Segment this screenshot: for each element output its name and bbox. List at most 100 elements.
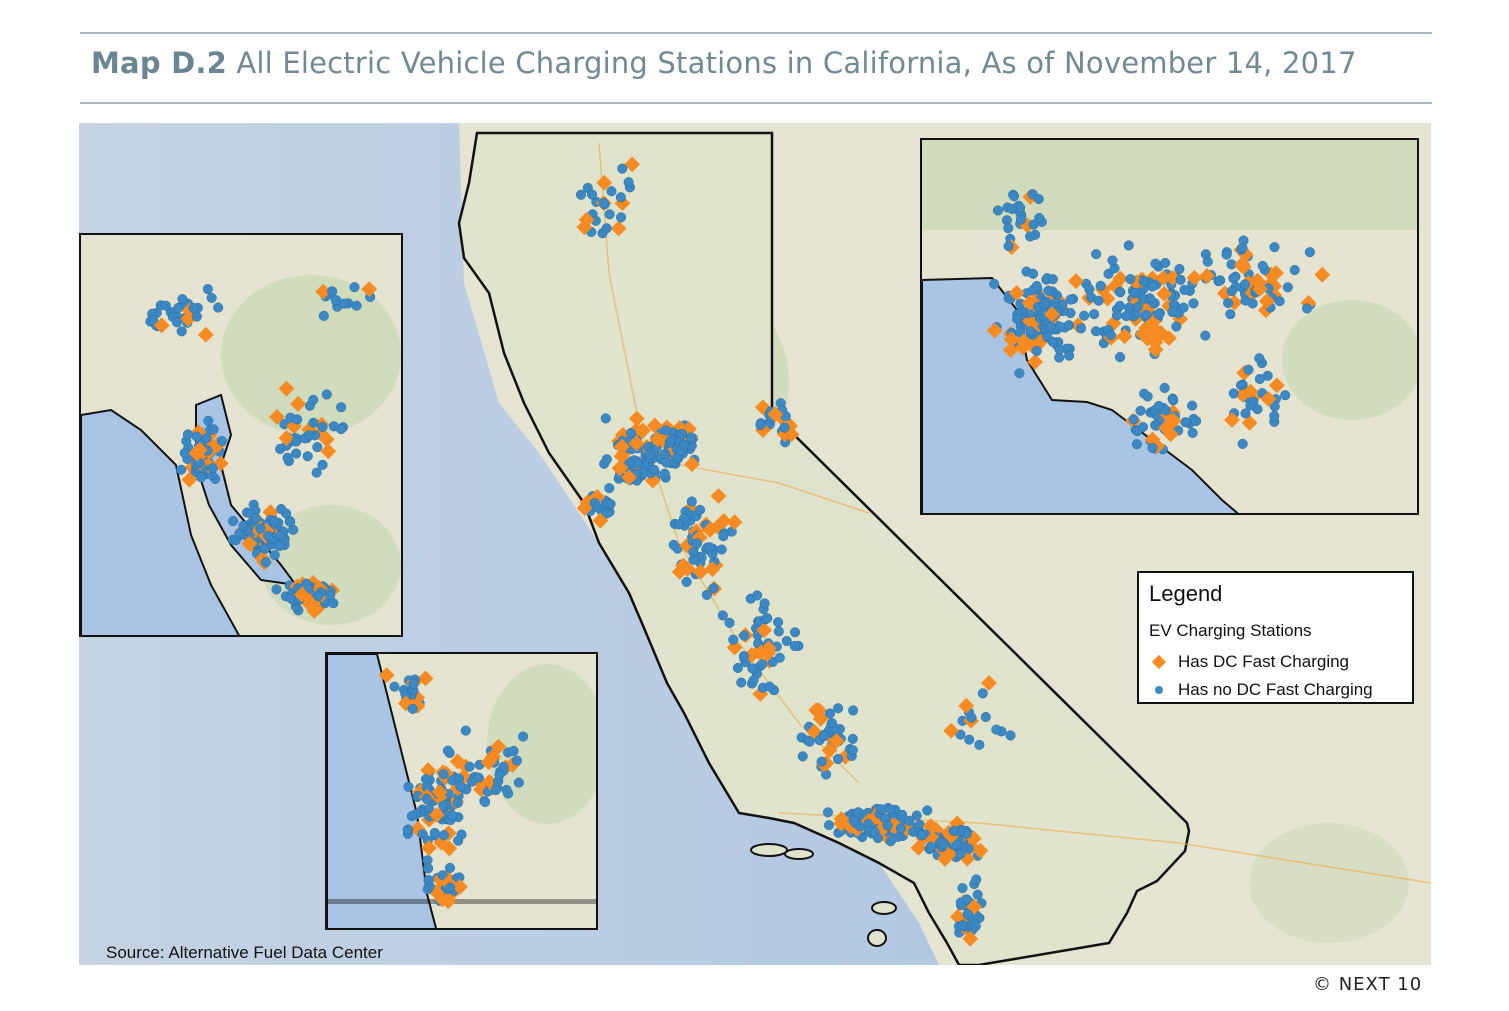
fast-charging-marker — [621, 469, 637, 486]
charging-marker — [263, 530, 274, 541]
charging-marker — [587, 189, 598, 200]
charging-marker — [575, 189, 587, 200]
charging-marker — [1008, 191, 1020, 202]
charging-marker — [757, 659, 768, 670]
charging-marker — [275, 530, 286, 541]
inset-san-diego — [325, 652, 598, 930]
charging-marker — [605, 499, 616, 510]
charging-marker — [1179, 284, 1190, 295]
charging-marker — [645, 449, 656, 460]
charging-marker — [188, 302, 199, 314]
charging-marker — [823, 820, 835, 831]
charging-marker — [718, 531, 729, 542]
charging-marker — [1107, 255, 1118, 266]
charging-marker — [407, 703, 418, 714]
charging-marker — [606, 186, 617, 197]
charging-marker — [624, 458, 635, 469]
charging-marker — [847, 745, 858, 756]
orange-diamond-icon — [1151, 654, 1167, 670]
charging-marker — [738, 651, 749, 662]
charging-marker — [447, 810, 458, 821]
charging-marker — [1031, 345, 1042, 356]
page-title: Map D.2 All Electric Vehicle Charging St… — [91, 46, 1357, 80]
charging-marker — [816, 756, 827, 767]
charging-marker — [518, 731, 529, 742]
fast-charging-marker — [833, 811, 850, 827]
charging-marker — [1269, 242, 1280, 253]
charging-marker — [191, 311, 202, 322]
charging-marker — [317, 459, 328, 470]
charging-marker — [604, 209, 615, 220]
charging-marker — [977, 688, 988, 699]
charging-marker — [1304, 247, 1315, 258]
charging-marker — [701, 589, 712, 600]
island — [750, 843, 788, 857]
charging-marker — [1091, 249, 1102, 260]
charging-marker — [351, 300, 362, 311]
charging-marker — [925, 841, 936, 852]
charging-marker — [336, 402, 347, 413]
charging-marker — [1006, 203, 1018, 215]
charging-marker — [659, 468, 670, 479]
fast-charging-marker — [613, 448, 630, 465]
map-title: All Electric Vehicle Charging Stations i… — [236, 46, 1357, 80]
charging-marker — [1174, 263, 1185, 275]
fast-charging-marker — [278, 430, 295, 447]
charging-marker — [773, 626, 784, 637]
charging-marker — [1237, 242, 1248, 253]
charging-marker — [339, 298, 350, 309]
charging-marker — [789, 640, 800, 652]
fast-charging-marker — [197, 326, 214, 343]
highway — [668, 462, 870, 514]
charging-marker — [952, 839, 963, 850]
fast-charging-marker — [628, 410, 645, 427]
charging-marker — [848, 705, 859, 716]
charging-marker — [1225, 309, 1236, 320]
charging-marker — [1187, 400, 1198, 411]
charging-marker — [1180, 417, 1191, 428]
charging-marker — [1121, 310, 1132, 322]
charging-marker — [1221, 249, 1232, 260]
charging-marker — [1111, 310, 1123, 321]
charging-marker — [349, 282, 360, 293]
copyright: © NEXT 10 — [1313, 974, 1423, 995]
charging-marker — [1237, 438, 1248, 449]
charging-marker — [1168, 395, 1179, 406]
charging-marker — [271, 584, 282, 595]
fast-charging-marker — [702, 522, 718, 538]
charging-marker — [406, 811, 417, 822]
charging-marker — [1075, 323, 1087, 334]
charging-marker — [948, 825, 959, 836]
blue-dot-icon — [1155, 686, 1163, 695]
charging-marker — [748, 675, 759, 686]
charging-marker — [1114, 352, 1126, 363]
map-id: Map D.2 — [91, 46, 227, 80]
charging-marker — [291, 448, 302, 459]
fast-charging-marker — [810, 702, 827, 719]
charging-marker — [269, 550, 280, 561]
charging-marker — [285, 516, 296, 528]
charging-marker — [601, 454, 612, 465]
charging-marker — [1230, 271, 1241, 282]
legend-subtitle: EV Charging Stations — [1149, 621, 1312, 640]
charging-marker — [853, 807, 864, 818]
charging-marker — [429, 827, 440, 838]
charging-marker — [804, 736, 815, 747]
charging-marker — [980, 711, 991, 723]
charging-marker — [292, 414, 303, 425]
charging-marker — [762, 613, 773, 624]
charging-marker — [598, 197, 609, 208]
forest-area — [1249, 823, 1409, 943]
charging-marker — [213, 302, 224, 313]
charging-marker — [1147, 281, 1158, 292]
charging-marker — [179, 448, 190, 459]
charging-marker — [1043, 285, 1054, 296]
charging-marker — [972, 889, 983, 900]
charging-marker — [875, 804, 887, 815]
charging-marker — [417, 829, 428, 840]
charging-marker — [822, 807, 833, 818]
charging-marker — [668, 539, 679, 550]
fast-charging-marker — [320, 443, 337, 460]
charging-marker — [1138, 276, 1149, 287]
charging-marker — [832, 753, 844, 765]
